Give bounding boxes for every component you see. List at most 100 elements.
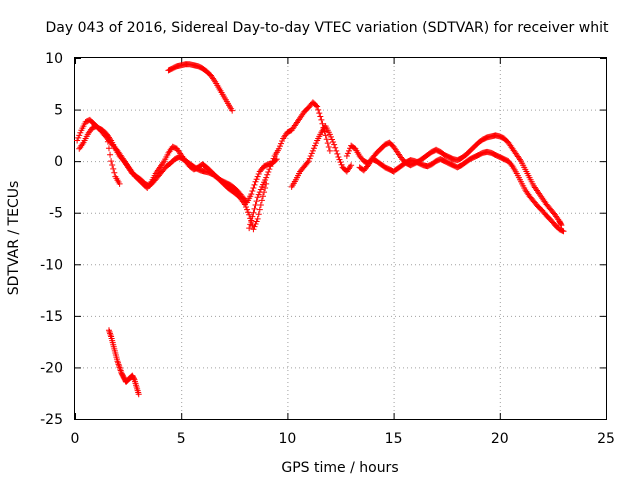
data-point [267, 163, 274, 170]
data-point [278, 140, 285, 147]
data-point [248, 191, 255, 198]
data-point [322, 132, 329, 139]
series-arc-1 [74, 116, 280, 206]
data-point [348, 162, 355, 169]
series-arc-3 [103, 132, 123, 187]
data-point [326, 147, 333, 154]
y-tick-label: -15 [40, 309, 63, 325]
x-axis-title: GPS time / hours [281, 460, 398, 476]
data-point [249, 213, 256, 220]
data-point [254, 215, 261, 222]
data-point [245, 209, 252, 216]
x-tick-label: 10 [278, 431, 296, 447]
data-point [255, 211, 262, 218]
data-point [107, 331, 114, 338]
data-point [273, 156, 280, 163]
data-point [335, 154, 342, 161]
data-point [270, 155, 277, 162]
y-tick-label: 10 [45, 51, 63, 67]
data-point [116, 180, 123, 187]
data-point [268, 160, 275, 167]
data-point [247, 221, 254, 228]
data-point [304, 159, 311, 166]
data-point [559, 227, 566, 234]
data-point [130, 375, 137, 382]
data-point [110, 165, 117, 172]
data-point [318, 116, 325, 123]
data-point [77, 129, 84, 136]
tick-labels: 0 5 10 15 20 25 10 5 0 -5 -10 -15 -20 -25 [40, 51, 615, 447]
data-point [105, 145, 112, 152]
data-point [246, 225, 253, 232]
series-arc-8 [343, 132, 565, 229]
data-point [242, 204, 249, 211]
data-point [104, 138, 111, 145]
series-arc-9 [356, 148, 567, 235]
grid [75, 58, 606, 419]
data-point [558, 222, 565, 229]
data-point [253, 176, 260, 183]
data-point [327, 133, 334, 140]
data-point [251, 181, 258, 188]
data-point [107, 330, 114, 337]
data-point [251, 223, 258, 230]
data-point [332, 144, 339, 151]
data-point [229, 107, 236, 114]
data-marks [74, 61, 567, 398]
data-point [241, 201, 248, 208]
data-point [269, 158, 276, 165]
data-point [309, 147, 316, 154]
data-point [306, 155, 313, 162]
data-point [257, 186, 264, 193]
data-point [276, 143, 283, 150]
data-point [74, 137, 81, 144]
data-point [324, 140, 331, 147]
data-point [117, 365, 124, 372]
data-point [317, 113, 324, 120]
data-point [103, 132, 110, 139]
data-point [259, 193, 266, 200]
series-arc-6 [246, 99, 333, 232]
data-point [249, 188, 256, 195]
y-tick-label: -5 [49, 206, 63, 222]
data-point [345, 147, 352, 154]
data-point [343, 152, 350, 159]
series-arc-5 [105, 327, 142, 398]
data-point [325, 143, 332, 150]
x-tick-label: 15 [385, 431, 403, 447]
series-arc-4 [165, 61, 236, 114]
y-tick-label: -25 [40, 412, 63, 428]
data-point [109, 162, 116, 169]
data-point [329, 136, 336, 143]
data-point [257, 201, 264, 208]
data-point [307, 152, 314, 159]
data-point [508, 162, 515, 169]
data-point [333, 147, 340, 154]
data-point [244, 206, 251, 213]
y-tick-label: 0 [54, 154, 63, 170]
data-point [135, 391, 142, 398]
data-point [313, 140, 320, 147]
data-point [111, 169, 118, 176]
data-point [319, 120, 326, 127]
data-point [305, 158, 312, 165]
x-tick-label: 0 [71, 431, 80, 447]
data-point [251, 205, 258, 212]
data-point [75, 134, 82, 141]
data-point [246, 211, 253, 218]
y-axis-title: SDTVAR / TECUs [6, 181, 22, 296]
plot-frame [74, 57, 607, 420]
data-point [254, 173, 261, 180]
data-point [331, 141, 338, 148]
axis-ticks [75, 58, 607, 420]
data-point [248, 217, 255, 224]
data-point [105, 327, 112, 334]
y-tick-label: -20 [40, 360, 63, 376]
data-point [252, 178, 259, 185]
data-point [308, 150, 315, 157]
data-point [557, 221, 564, 228]
data-point [313, 102, 320, 109]
data-point [108, 158, 115, 165]
data-point [250, 209, 257, 216]
data-point [338, 161, 345, 168]
